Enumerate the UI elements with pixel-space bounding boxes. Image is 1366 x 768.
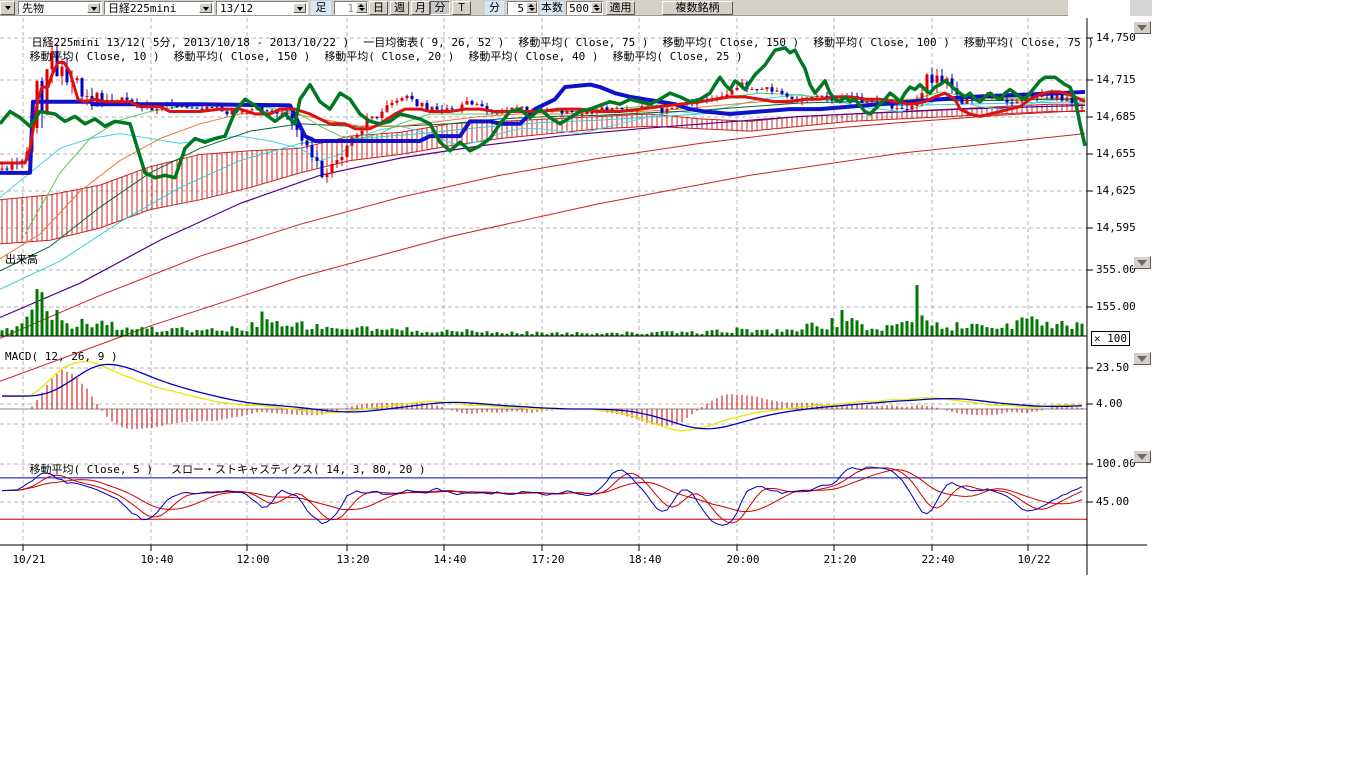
bar-count-label: 本数 bbox=[540, 1, 564, 15]
legend-ma75: 移動平均( Close, 75 ) bbox=[518, 36, 649, 49]
bar-interval-value: 1 bbox=[347, 2, 354, 15]
legend-ma20: 移動平均( Close, 20 ) bbox=[324, 50, 455, 63]
axis-tick-label: 155.00 bbox=[1096, 300, 1136, 313]
symbol-value: 日経225mini bbox=[108, 2, 177, 15]
minute-unit-label: 分 bbox=[485, 1, 504, 15]
axis-tick-label: 23.50 bbox=[1096, 361, 1130, 374]
chevron-down-icon bbox=[1137, 356, 1147, 362]
legend-ma25: 移動平均( Close, 25 ) bbox=[612, 50, 743, 63]
legend-ma150: 移動平均( Close, 150 ) bbox=[662, 36, 800, 49]
legend-ichimoku: 一目均衡表( 9, 26, 52 ) bbox=[363, 36, 505, 49]
price-panel-dropdown-button[interactable] bbox=[1133, 21, 1151, 34]
toolbar: 先物 日経225mini 13/12 足 1 日 週 月 分 T 分 5 本数 … bbox=[0, 0, 1068, 16]
axis-tick-label: 355.00 bbox=[1096, 263, 1136, 276]
multi-symbol-button[interactable]: 複数銘柄 bbox=[662, 1, 733, 15]
chevron-down-icon[interactable] bbox=[199, 3, 212, 13]
axis-tick-label: 14,655 bbox=[1096, 147, 1136, 160]
period-minute-button[interactable]: 分 bbox=[430, 1, 450, 15]
chevron-down-icon bbox=[1137, 454, 1147, 460]
axis-tick-label: 13:20 bbox=[336, 553, 370, 566]
axis-tick-label: 20:00 bbox=[726, 553, 760, 566]
bar-count-stepper[interactable]: 500 bbox=[566, 1, 603, 15]
legend-ma75b: 移動平均( Close, 75 ) bbox=[963, 36, 1094, 49]
chevron-down-icon bbox=[1137, 25, 1147, 31]
axis-tick-label: 14,750 bbox=[1096, 31, 1136, 44]
stoch-panel-dropdown-button[interactable] bbox=[1133, 450, 1151, 463]
stoch-label: スロー・ストキャスティクス( 14, 3, 80, 20 ) bbox=[170, 463, 426, 476]
volume-panel-label: 出来高 bbox=[5, 253, 38, 266]
axis-tick-label: 10/21 bbox=[12, 553, 46, 566]
instrument-type-select[interactable]: 先物 bbox=[18, 1, 102, 15]
spinner-icon[interactable] bbox=[356, 2, 367, 13]
spinner-icon[interactable] bbox=[591, 2, 602, 13]
period-week-button[interactable]: 週 bbox=[390, 1, 409, 15]
history-dropdown-button[interactable] bbox=[0, 1, 15, 15]
chevron-down-icon[interactable] bbox=[87, 3, 100, 13]
axis-tick-label: 21:20 bbox=[823, 553, 857, 566]
axis-tick-label: 45.00 bbox=[1096, 495, 1130, 508]
legend-ma10: 移動平均( Close, 10 ) bbox=[29, 50, 160, 63]
axis-tick-label: 14:40 bbox=[433, 553, 467, 566]
stoch-ma-label: 移動平均( Close, 5 ) bbox=[29, 463, 153, 476]
chevron-down-icon bbox=[5, 6, 11, 10]
axis-tick-label: 14,625 bbox=[1096, 184, 1136, 197]
axis-tick-label: 22:40 bbox=[921, 553, 955, 566]
legend-ma150b: 移動平均( Close, 150 ) bbox=[173, 50, 311, 63]
axis-tick-label: 10/22 bbox=[1017, 553, 1051, 566]
volume-panel-dropdown-button[interactable] bbox=[1133, 256, 1151, 269]
period-day-button[interactable]: 日 bbox=[369, 1, 388, 15]
macd-panel-dropdown-button[interactable] bbox=[1133, 352, 1151, 365]
chevron-down-icon bbox=[1137, 260, 1147, 266]
bar-type-label: 足 bbox=[311, 1, 331, 15]
spinner-icon[interactable] bbox=[526, 2, 537, 13]
toolbar-corner-block bbox=[1130, 0, 1152, 16]
apply-button[interactable]: 適用 bbox=[606, 1, 635, 15]
legend-ma40: 移動平均( Close, 40 ) bbox=[468, 50, 599, 63]
legend-symbol: 日経225mini 13/12( 5分, 2013/10/18 - 2013/1… bbox=[31, 36, 350, 49]
axis-tick-label: 14,715 bbox=[1096, 73, 1136, 86]
minute-interval-value: 5 bbox=[517, 2, 524, 15]
legend-ma100: 移動平均( Close, 100 ) bbox=[813, 36, 950, 49]
axis-tick-label: 4.00 bbox=[1096, 397, 1123, 410]
legend-row-1: 日経225mini 13/12( 5分, 2013/10/18 - 2013/1… bbox=[5, 21, 1108, 63]
stoch-panel-label: 移動平均( Close, 5 ) スロー・ストキャスティクス( 14, 3, 80… bbox=[3, 448, 426, 490]
volume-multiplier-badge: × 100 bbox=[1091, 331, 1130, 346]
minute-interval-stepper[interactable]: 5 bbox=[507, 1, 538, 15]
axis-tick-label: 14,595 bbox=[1096, 221, 1136, 234]
axis-tick-label: 14,685 bbox=[1096, 110, 1136, 123]
instrument-type-value: 先物 bbox=[22, 2, 44, 15]
legend-row-2: 移動平均( Close, 10 ) 移動平均( Close, 150 ) 移動平均(… bbox=[3, 35, 757, 77]
bar-count-value: 500 bbox=[569, 2, 589, 15]
chevron-down-icon[interactable] bbox=[293, 3, 306, 13]
contract-month-select[interactable]: 13/12 bbox=[216, 1, 308, 15]
period-month-button[interactable]: 月 bbox=[411, 1, 430, 15]
axis-tick-label: 100.00 bbox=[1096, 457, 1136, 470]
axis-tick-label: 12:00 bbox=[236, 553, 270, 566]
contract-month-value: 13/12 bbox=[220, 2, 254, 15]
macd-panel-label: MACD( 12, 26, 9 ) bbox=[5, 350, 118, 363]
bar-interval-stepper[interactable]: 1 bbox=[334, 1, 368, 15]
axis-tick-label: 18:40 bbox=[628, 553, 662, 566]
axis-tick-label: 17:20 bbox=[531, 553, 565, 566]
axis-tick-label: 10:40 bbox=[140, 553, 174, 566]
period-tick-button[interactable]: T bbox=[452, 1, 471, 15]
symbol-select[interactable]: 日経225mini bbox=[104, 1, 214, 15]
